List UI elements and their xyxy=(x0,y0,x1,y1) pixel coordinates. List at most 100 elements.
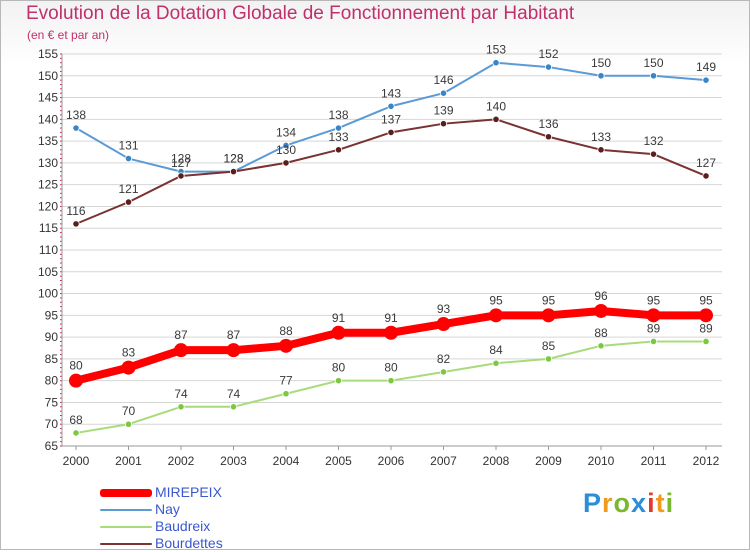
x-tick-label: 2011 xyxy=(641,454,667,468)
y-tick-label: 155 xyxy=(38,47,58,61)
data-point-bourdettes xyxy=(702,172,710,180)
data-label-mirepeix: 95 xyxy=(647,293,661,307)
data-label-baudreix: 88 xyxy=(594,326,608,340)
x-tick-label: 2008 xyxy=(483,454,510,468)
data-label-nay: 146 xyxy=(433,73,453,87)
legend-label: MIREPEIX xyxy=(155,484,222,500)
data-point-nay xyxy=(649,72,658,80)
y-tick-label: 95 xyxy=(45,308,59,322)
data-label-nay: 153 xyxy=(486,43,506,57)
data-label-nay: 143 xyxy=(381,86,401,100)
data-label-bourdettes: 137 xyxy=(381,112,401,126)
data-point-nay xyxy=(387,102,395,110)
data-point-mirepeix xyxy=(489,308,503,323)
x-tick-label: 2009 xyxy=(535,454,562,468)
data-label-baudreix: 68 xyxy=(69,413,83,427)
data-point-bourdettes xyxy=(439,120,448,128)
data-point-bourdettes xyxy=(124,198,133,206)
legend-label: Nay xyxy=(155,501,180,517)
data-point-bourdettes xyxy=(387,128,395,136)
data-point-baudreix xyxy=(124,420,133,428)
data-label-baudreix: 70 xyxy=(122,404,136,418)
data-label-bourdettes: 136 xyxy=(538,117,558,131)
data-label-baudreix: 77 xyxy=(279,374,293,388)
data-label-bourdettes: 133 xyxy=(591,130,611,144)
data-label-baudreix: 89 xyxy=(699,321,713,335)
x-tick-label: 2007 xyxy=(430,454,457,468)
legend-item: Baudreix xyxy=(100,518,280,535)
y-tick-label: 125 xyxy=(38,178,58,192)
y-tick-label: 100 xyxy=(38,287,58,301)
data-label-bourdettes: 127 xyxy=(696,156,716,170)
data-point-baudreix xyxy=(229,403,238,411)
data-label-nay: 134 xyxy=(276,125,296,139)
data-point-mirepeix xyxy=(279,338,293,353)
data-label-bourdettes: 133 xyxy=(328,130,348,144)
data-point-mirepeix xyxy=(384,325,398,340)
data-point-baudreix xyxy=(282,390,290,398)
data-point-nay xyxy=(597,72,605,80)
data-point-baudreix xyxy=(649,337,658,346)
data-label-nay: 128 xyxy=(223,152,243,166)
data-point-mirepeix xyxy=(594,303,608,318)
data-point-baudreix xyxy=(544,355,553,363)
data-point-bourdettes xyxy=(177,172,185,180)
data-label-bourdettes: 128 xyxy=(223,152,243,166)
logo-letter: o xyxy=(613,488,632,518)
legend-swatch xyxy=(100,525,152,528)
data-point-nay xyxy=(702,76,710,84)
data-point-mirepeix xyxy=(541,308,556,323)
data-label-mirepeix: 95 xyxy=(542,293,556,307)
data-label-bourdettes: 132 xyxy=(643,134,663,148)
data-label-baudreix: 84 xyxy=(489,343,503,357)
data-label-nay: 138 xyxy=(328,108,348,122)
data-point-nay xyxy=(439,89,448,97)
y-tick-label: 145 xyxy=(38,91,58,105)
chart-subtitle: (en € et par an) xyxy=(27,28,110,42)
data-point-bourdettes xyxy=(649,150,658,158)
data-point-baudreix xyxy=(72,429,80,437)
y-tick-label: 90 xyxy=(45,330,59,344)
data-label-baudreix: 74 xyxy=(174,387,188,401)
data-label-nay: 150 xyxy=(591,56,611,70)
data-label-baudreix: 80 xyxy=(332,361,346,375)
data-label-bourdettes: 139 xyxy=(433,104,453,118)
logo-letter: t xyxy=(655,488,666,518)
y-tick-label: 120 xyxy=(38,199,58,213)
data-label-mirepeix: 91 xyxy=(332,311,346,325)
y-tick-label: 110 xyxy=(39,243,58,257)
data-point-mirepeix xyxy=(646,308,661,323)
data-point-nay xyxy=(492,59,500,67)
logo-letter: x xyxy=(631,488,648,518)
logo-letter: P xyxy=(583,488,603,518)
data-label-mirepeix: 83 xyxy=(122,346,136,360)
x-tick-label: 2003 xyxy=(220,454,247,468)
legend-label: Baudreix xyxy=(155,518,211,534)
x-tick-label: 2004 xyxy=(273,454,300,468)
legend-swatch xyxy=(100,488,152,497)
data-point-bourdettes xyxy=(282,159,290,167)
legend-label: Bourdettes xyxy=(155,535,223,551)
y-tick-label: 115 xyxy=(39,221,58,235)
data-point-baudreix xyxy=(597,342,605,350)
data-point-bourdettes xyxy=(544,133,553,141)
legend-item: MIREPEIX xyxy=(100,484,280,501)
y-tick-label: 130 xyxy=(38,156,58,170)
data-point-mirepeix xyxy=(699,308,713,323)
data-point-baudreix xyxy=(439,368,448,376)
data-point-nay xyxy=(334,124,343,132)
legend-swatch xyxy=(100,542,152,545)
data-point-baudreix xyxy=(334,377,343,385)
logo-letter: r xyxy=(602,488,614,518)
legend-item: Bourdettes xyxy=(100,535,280,552)
y-tick-label: 135 xyxy=(38,134,58,148)
data-label-mirepeix: 96 xyxy=(594,289,608,303)
data-label-bourdettes: 127 xyxy=(171,156,191,170)
x-tick-label: 2012 xyxy=(693,454,720,468)
logo-letter: i xyxy=(665,488,675,518)
data-point-bourdettes xyxy=(334,146,343,154)
logo-letter: i xyxy=(647,488,656,518)
data-label-baudreix: 89 xyxy=(647,321,661,335)
data-point-baudreix xyxy=(387,377,395,385)
data-label-mirepeix: 95 xyxy=(699,293,713,307)
